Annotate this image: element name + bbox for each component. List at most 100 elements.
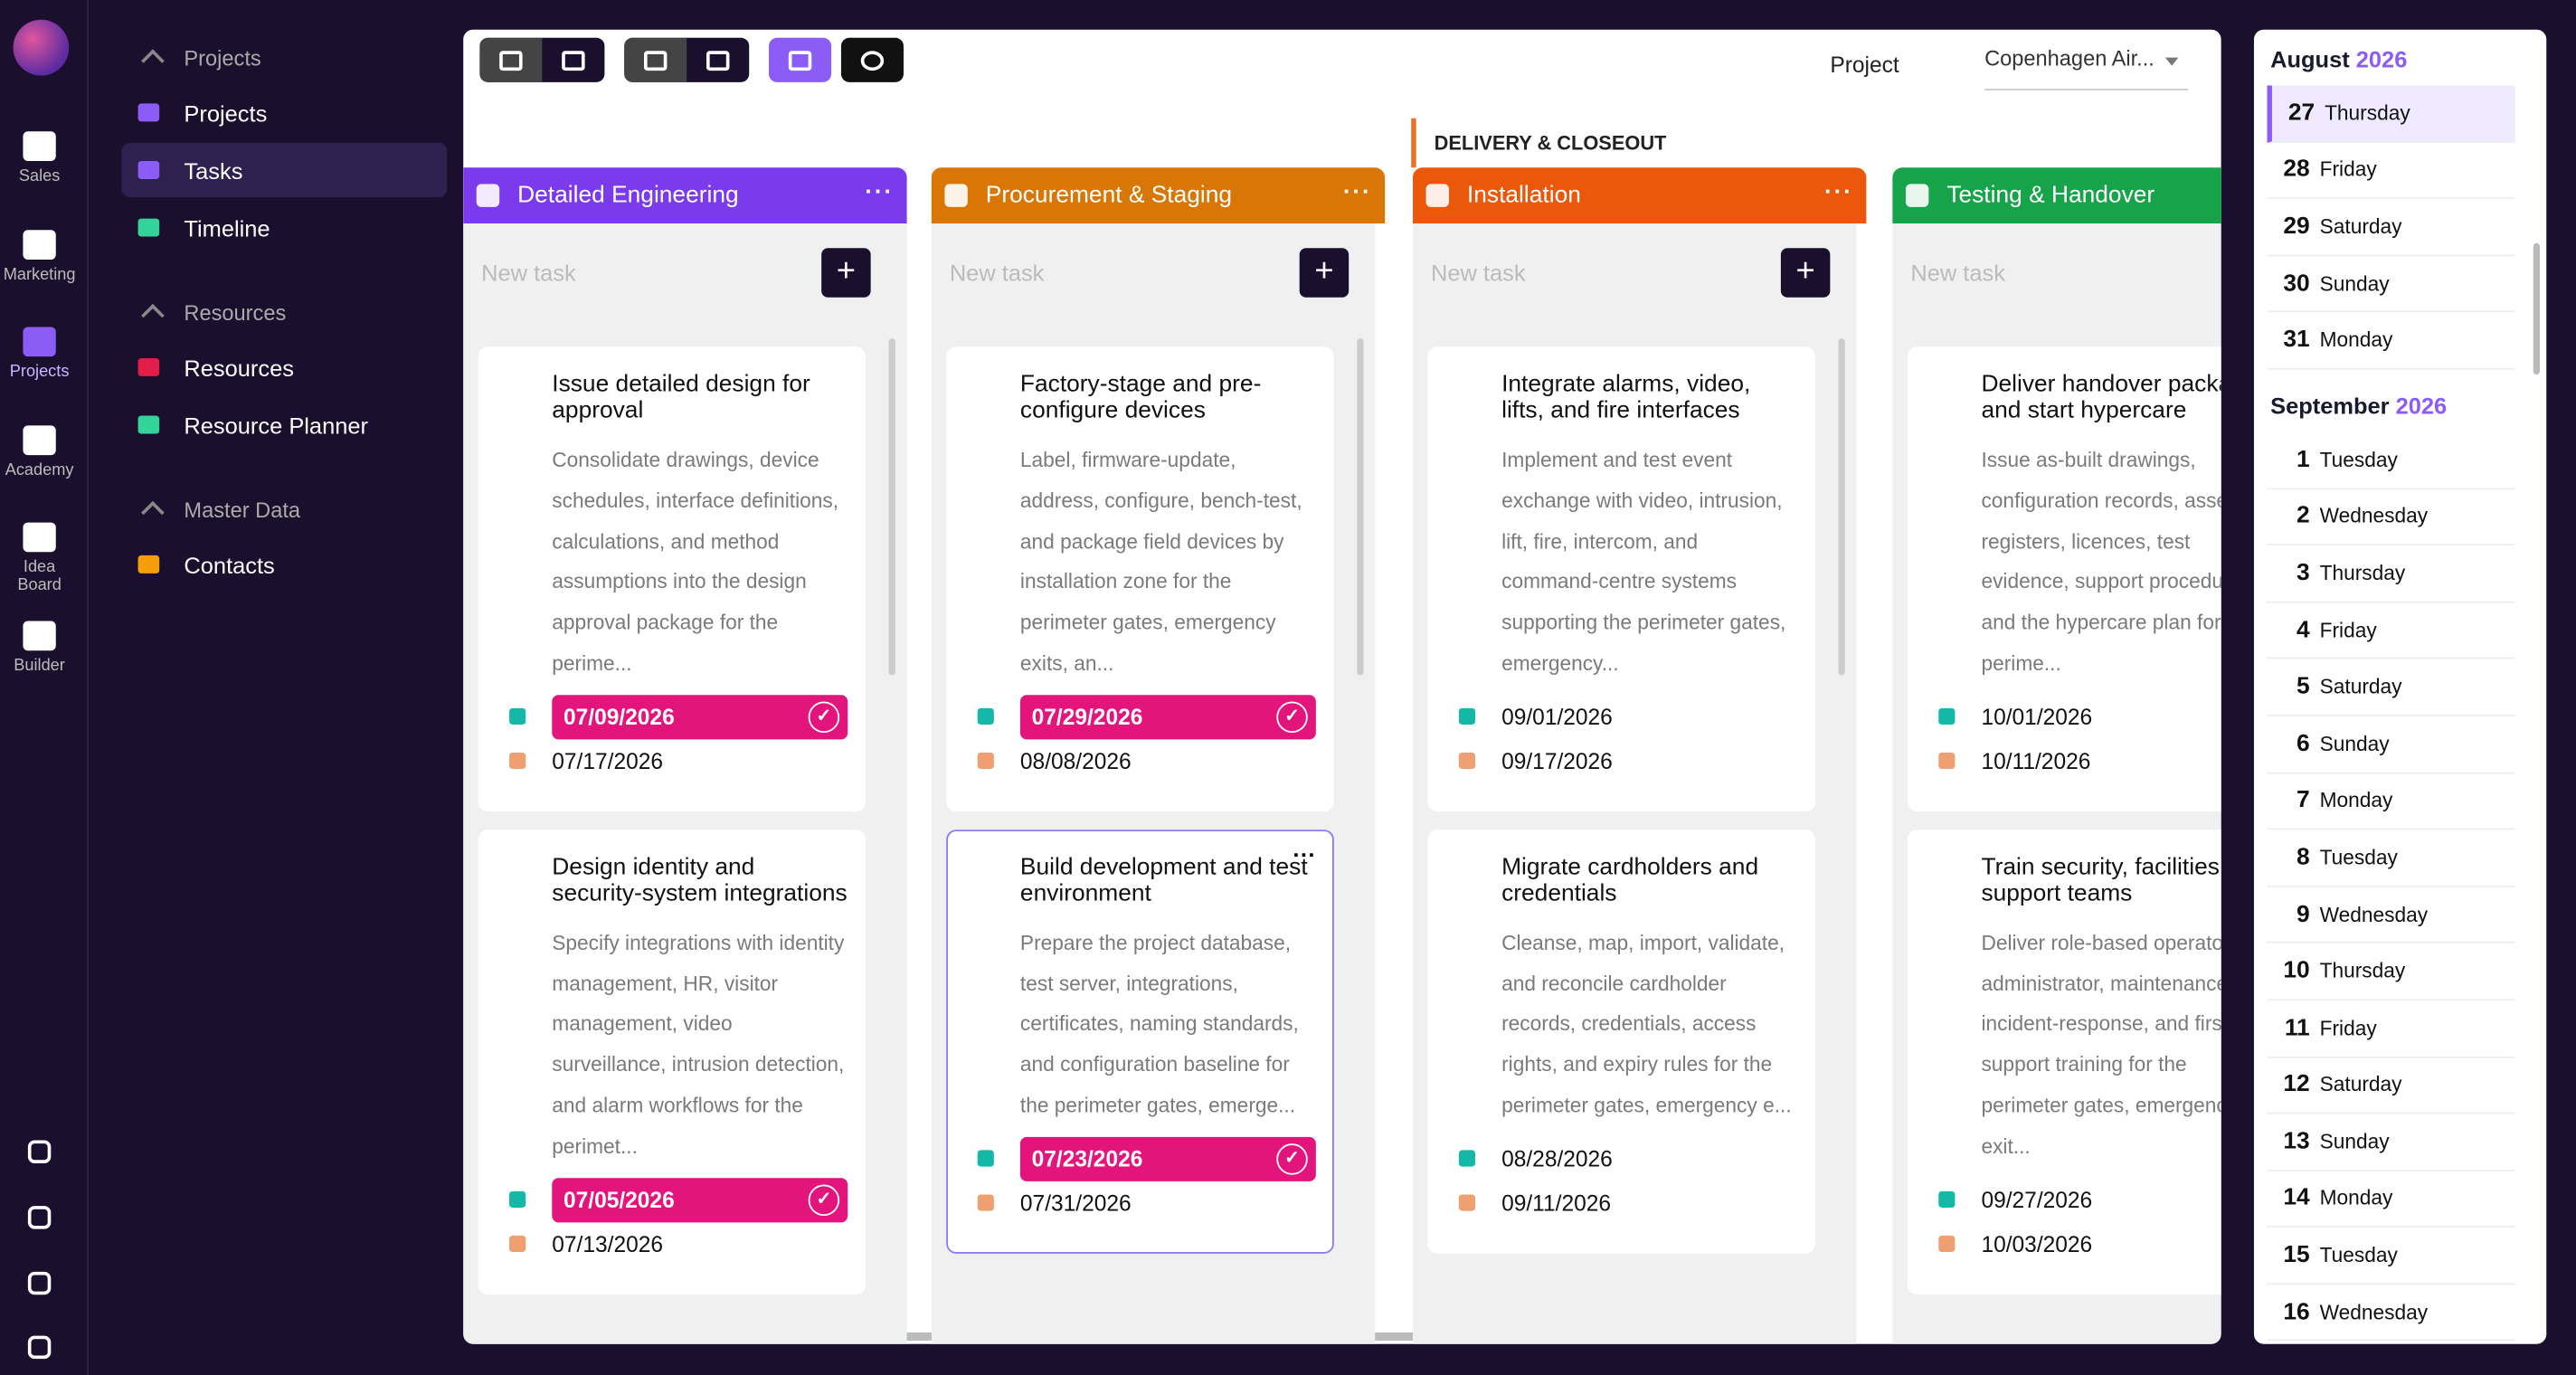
nav-label: Sales	[18, 167, 61, 186]
card-menu[interactable]: ···	[1293, 840, 1316, 868]
util-icon[interactable]	[27, 1206, 52, 1229]
phase-label: DELIVERY & CLOSEOUT	[1411, 118, 1666, 168]
search-button[interactable]	[840, 37, 904, 82]
new-task[interactable]: New task+	[932, 223, 1366, 322]
nav-item[interactable]: Idea Board	[0, 522, 79, 595]
start-date: 09/01/2026	[1458, 695, 1797, 739]
menu-item[interactable]: Contacts	[121, 537, 447, 592]
new-task[interactable]: New task+	[1413, 223, 1847, 322]
day-row[interactable]: 27 Thursday	[2267, 85, 2515, 143]
day-row[interactable]: 29 Saturday	[2267, 199, 2515, 256]
day-number: 3	[2297, 560, 2310, 587]
util-icon[interactable]	[27, 1271, 52, 1295]
task-card[interactable]: Issue detailed design for approval Consol…	[478, 346, 867, 811]
util-icon[interactable]	[27, 1140, 52, 1163]
weekday: Saturday	[2319, 675, 2402, 699]
task-card[interactable]: Factory-stage and pre-configure devices L…	[946, 346, 1334, 811]
task-card[interactable]: Deliver handover package and start hyper…	[1907, 346, 2221, 811]
column-menu[interactable]: ···	[865, 178, 895, 206]
day-row[interactable]: 6 Sunday	[2267, 716, 2515, 773]
day-number: 31	[2283, 327, 2310, 354]
task-card[interactable]: Migrate cardholders and credentials Clean…	[1427, 829, 1816, 1254]
day-row[interactable]: 30 Sunday	[2267, 256, 2515, 313]
v-scrollbar[interactable]	[888, 338, 895, 676]
day-row[interactable]: 28 Friday	[2267, 142, 2515, 200]
new-task[interactable]: New task+	[1892, 223, 2221, 322]
menu-item[interactable]: Projects	[121, 85, 447, 139]
nav-item[interactable]: Academy	[0, 424, 79, 479]
task-description: Implement and test event exchange with v…	[1501, 448, 1786, 676]
new-task[interactable]: New task+	[463, 223, 887, 322]
nav-icon	[23, 229, 56, 260]
list-button[interactable]	[769, 37, 832, 82]
task-title: Migrate cardholders and credentials	[1501, 854, 1759, 907]
day-row[interactable]: 9 Wednesday	[2267, 887, 2515, 944]
column-menu[interactable]: ···	[1342, 178, 1372, 206]
day-row[interactable]: 12 Saturday	[2267, 1057, 2515, 1114]
util-icon[interactable]	[27, 1335, 52, 1360]
day-row[interactable]: 14 Monday	[2267, 1171, 2515, 1228]
weekday: Saturday	[2319, 1073, 2402, 1097]
day-row[interactable]: 7 Monday	[2267, 773, 2515, 830]
nav-item[interactable]: Builder	[0, 620, 79, 675]
weekday: Tuesday	[2319, 1244, 2398, 1267]
menu-group[interactable]: Projects	[89, 33, 463, 81]
project-select[interactable]: Copenhagen Air...	[1984, 36, 2189, 90]
menu-item[interactable]: Resources	[121, 340, 447, 394]
day-row[interactable]: 2 Wednesday	[2267, 488, 2515, 546]
task-card[interactable]: ··· Build development and test environmen…	[946, 829, 1334, 1254]
column: Detailed Engineering ··· New task + Issue de…	[463, 167, 907, 1344]
menu-item[interactable]: Tasks	[121, 143, 448, 197]
day-row[interactable]: 31 Monday	[2267, 313, 2515, 370]
menu-group[interactable]: Resources	[89, 288, 463, 337]
day-row[interactable]: 10 Thursday	[2267, 944, 2515, 1000]
day-row[interactable]: 15 Tuesday	[2267, 1228, 2515, 1285]
nav-item[interactable]: Marketing	[0, 229, 79, 283]
add-task[interactable]: +	[1299, 248, 1350, 298]
task-description: Label, firmware-update, address, configu…	[1019, 448, 1302, 676]
menu-item[interactable]: Timeline	[121, 201, 447, 255]
column-header: Testing & Handover···	[1892, 167, 2221, 224]
view-toggle[interactable]	[479, 37, 605, 82]
day-row[interactable]: 16 Wednesday	[2267, 1285, 2515, 1342]
v-scrollbar[interactable]	[2533, 242, 2540, 375]
weekday: Sunday	[2319, 732, 2390, 756]
nav-item[interactable]: Sales	[0, 131, 79, 185]
day-row[interactable]: 5 Saturday	[2267, 659, 2515, 716]
nav-rail: Sales Marketing Projects Academy Idea Board B…	[0, 0, 90, 1375]
weekday: Tuesday	[2319, 448, 2398, 471]
v-scrollbar[interactable]	[1838, 338, 1845, 676]
task-title: Train security, facilities, and support …	[1981, 854, 2221, 907]
task-card[interactable]: Integrate alarms, video, lifts, and fire…	[1427, 346, 1816, 811]
weekday: Monday	[2319, 789, 2393, 812]
weekday: Wednesday	[2319, 903, 2429, 926]
day-row[interactable]: 17Thursday	[2267, 1342, 2514, 1344]
day-number: 12	[2283, 1071, 2310, 1098]
sort-toggle[interactable]	[624, 37, 750, 82]
day-row[interactable]: 3 Thursday	[2267, 545, 2515, 603]
task-card[interactable]: Design identity and security-system inte…	[478, 829, 867, 1294]
weekday: Thursday	[2319, 562, 2406, 585]
weekday: Friday	[2319, 618, 2377, 642]
task-card[interactable]: Train security, facilities, and support …	[1907, 829, 2221, 1294]
column-menu[interactable]: ···	[1824, 178, 1853, 206]
day-row[interactable]: 11 Friday	[2267, 1000, 2515, 1057]
task-title: Build development and test environment	[1019, 854, 1308, 907]
nav-item[interactable]: Projects	[0, 327, 79, 381]
weekday: Monday	[2319, 328, 2393, 353]
add-task[interactable]: +	[821, 248, 871, 298]
avatar[interactable]	[13, 19, 70, 76]
calendar: August 2026 27 Thursday 28 Friday 29 Saturday 3…	[2253, 29, 2547, 1344]
menu-item[interactable]: Resource Planner	[121, 398, 447, 452]
day-row[interactable]: 8 Tuesday	[2267, 830, 2515, 887]
v-scrollbar[interactable]	[1357, 338, 1364, 676]
day-row[interactable]: 4 Friday	[2267, 602, 2515, 659]
add-task[interactable]: +	[1780, 248, 1831, 298]
nav-label: Marketing	[3, 265, 76, 284]
due-date: 07/17/2026	[509, 739, 848, 783]
start-date: 07/09/2026	[509, 694, 848, 739]
day-row[interactable]: 1 Tuesday	[2267, 432, 2515, 489]
menu-group[interactable]: Master Data	[89, 485, 463, 534]
nav-icon	[23, 327, 56, 357]
day-row[interactable]: 13 Sunday	[2267, 1114, 2515, 1171]
